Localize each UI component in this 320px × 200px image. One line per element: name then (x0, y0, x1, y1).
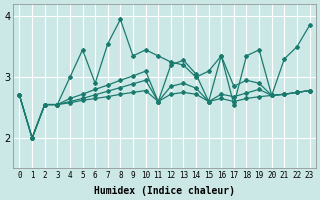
X-axis label: Humidex (Indice chaleur): Humidex (Indice chaleur) (94, 186, 235, 196)
